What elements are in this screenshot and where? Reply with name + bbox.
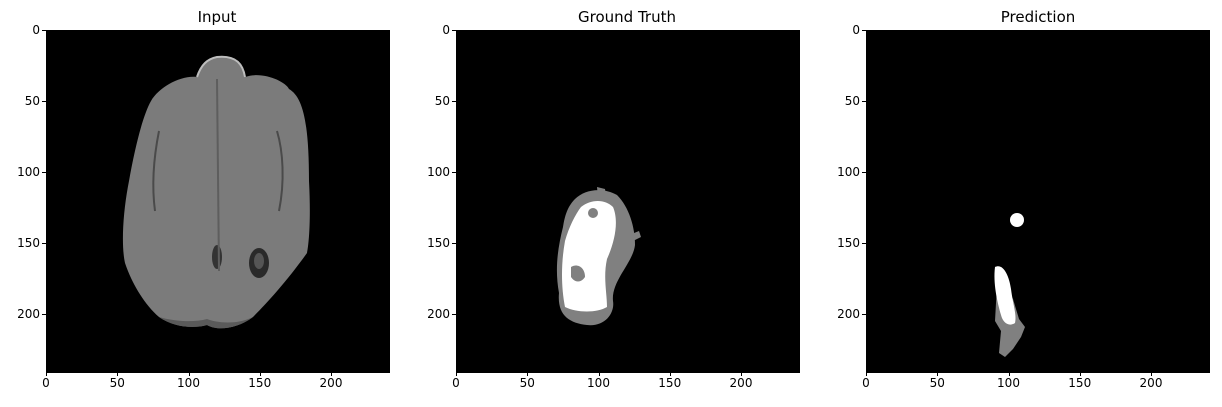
x-tick-mark bbox=[527, 372, 529, 376]
brain-mri-slice bbox=[47, 31, 389, 372]
x-tick-label: 150 bbox=[1068, 376, 1092, 390]
x-tick-mark bbox=[331, 372, 332, 376]
x-tick-mark bbox=[741, 372, 742, 376]
panel-title: Input bbox=[197, 8, 237, 26]
y-tick-mark bbox=[452, 172, 456, 174]
y-tick-label: 50 bbox=[24, 94, 40, 109]
x-tick-mark bbox=[669, 372, 671, 376]
edema-spur-right bbox=[629, 231, 641, 241]
input-image bbox=[46, 30, 390, 373]
y-tick-label: 100 bbox=[427, 165, 450, 180]
y-tick-mark bbox=[452, 243, 456, 245]
x-tick-mark bbox=[598, 372, 600, 376]
panel-title: Prediction bbox=[1000, 8, 1076, 26]
y-tick-mark bbox=[452, 314, 456, 316]
y-tick-mark bbox=[862, 243, 866, 245]
x-tick-label: 200 bbox=[729, 376, 753, 390]
y-tick-label: 50 bbox=[844, 94, 860, 109]
y-tick-label: 200 bbox=[17, 307, 40, 322]
y-tick-label: 50 bbox=[434, 94, 450, 109]
y-tick-mark bbox=[862, 30, 866, 31]
y-tick-label: 150 bbox=[17, 236, 40, 251]
x-tick-label: 50 bbox=[109, 376, 125, 390]
y-tick-label: 100 bbox=[837, 165, 860, 180]
frontal-rim bbox=[196, 55, 246, 78]
x-tick-label: 150 bbox=[658, 376, 682, 390]
y-tick-mark bbox=[862, 314, 866, 316]
x-tick-label: 100 bbox=[587, 376, 610, 390]
y-tick-mark bbox=[42, 172, 46, 174]
x-tick-label: 100 bbox=[997, 376, 1020, 390]
ground-truth-mask bbox=[457, 31, 799, 372]
core-gap bbox=[588, 208, 598, 218]
midline bbox=[216, 78, 220, 272]
y-tick-label: 0 bbox=[852, 23, 860, 37]
x-tick-mark bbox=[1151, 372, 1152, 376]
core-gap-2 bbox=[571, 265, 585, 282]
panel-title: Ground Truth bbox=[578, 8, 676, 26]
sulcus-right bbox=[276, 130, 284, 212]
x-tick-label: 0 bbox=[42, 376, 50, 390]
y-tick-mark bbox=[862, 172, 866, 174]
ground-truth-image bbox=[456, 30, 800, 373]
y-tick-mark bbox=[42, 314, 46, 316]
predicted-blob-top bbox=[1010, 213, 1024, 227]
prediction-image bbox=[866, 30, 1210, 373]
x-tick-label: 150 bbox=[248, 376, 272, 390]
x-tick-mark bbox=[937, 372, 939, 376]
x-tick-label: 0 bbox=[452, 376, 460, 390]
ventricle-shadow bbox=[212, 245, 222, 269]
x-tick-mark bbox=[259, 372, 261, 376]
y-tick-label: 150 bbox=[427, 236, 450, 251]
occipital-edge bbox=[159, 317, 253, 329]
x-tick-label: 0 bbox=[862, 376, 870, 390]
y-tick-label: 200 bbox=[427, 307, 450, 322]
x-tick-mark bbox=[46, 372, 47, 376]
y-tick-label: 150 bbox=[837, 236, 860, 251]
sulcus-left bbox=[152, 130, 160, 212]
tumor-core-region bbox=[562, 201, 616, 312]
y-tick-label: 100 bbox=[17, 165, 40, 180]
y-tick-mark bbox=[42, 30, 46, 31]
x-tick-label: 50 bbox=[929, 376, 945, 390]
prediction-mask bbox=[867, 31, 1209, 372]
y-tick-mark bbox=[452, 101, 456, 103]
predicted-core bbox=[994, 266, 1016, 325]
y-tick-mark bbox=[42, 243, 46, 245]
x-tick-mark bbox=[188, 372, 190, 376]
x-tick-label: 200 bbox=[319, 376, 343, 390]
lesion-core bbox=[254, 253, 264, 269]
y-tick-mark bbox=[452, 30, 456, 31]
x-tick-label: 50 bbox=[519, 376, 535, 390]
y-tick-label: 0 bbox=[32, 23, 40, 37]
x-tick-mark bbox=[456, 372, 457, 376]
x-tick-mark bbox=[1079, 372, 1081, 376]
x-tick-label: 100 bbox=[177, 376, 200, 390]
y-tick-label: 200 bbox=[837, 307, 860, 322]
y-tick-mark bbox=[862, 101, 866, 103]
x-tick-mark bbox=[866, 372, 867, 376]
x-tick-label: 200 bbox=[1139, 376, 1163, 390]
y-tick-mark bbox=[42, 101, 46, 103]
x-tick-mark bbox=[117, 372, 119, 376]
x-tick-mark bbox=[1008, 372, 1010, 376]
y-tick-label: 0 bbox=[442, 23, 450, 37]
